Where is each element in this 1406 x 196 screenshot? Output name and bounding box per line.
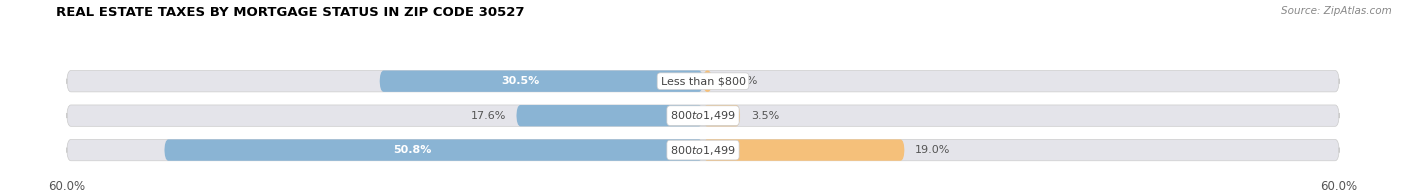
Text: $800 to $1,499: $800 to $1,499 xyxy=(671,109,735,122)
FancyBboxPatch shape xyxy=(165,139,703,161)
Text: 17.6%: 17.6% xyxy=(471,111,506,121)
Text: 50.8%: 50.8% xyxy=(394,145,432,155)
Text: 19.0%: 19.0% xyxy=(915,145,950,155)
FancyBboxPatch shape xyxy=(703,71,711,92)
Text: 3.5%: 3.5% xyxy=(751,111,779,121)
Text: 30.5%: 30.5% xyxy=(501,76,540,86)
FancyBboxPatch shape xyxy=(67,139,1339,161)
Text: Source: ZipAtlas.com: Source: ZipAtlas.com xyxy=(1281,6,1392,16)
Text: 0.85%: 0.85% xyxy=(723,76,758,86)
FancyBboxPatch shape xyxy=(67,71,1339,92)
Text: $800 to $1,499: $800 to $1,499 xyxy=(671,144,735,157)
FancyBboxPatch shape xyxy=(516,105,703,126)
FancyBboxPatch shape xyxy=(703,139,904,161)
FancyBboxPatch shape xyxy=(380,71,703,92)
FancyBboxPatch shape xyxy=(703,105,740,126)
Text: Less than $800: Less than $800 xyxy=(661,76,745,86)
Text: REAL ESTATE TAXES BY MORTGAGE STATUS IN ZIP CODE 30527: REAL ESTATE TAXES BY MORTGAGE STATUS IN … xyxy=(56,6,524,19)
FancyBboxPatch shape xyxy=(67,105,1339,126)
